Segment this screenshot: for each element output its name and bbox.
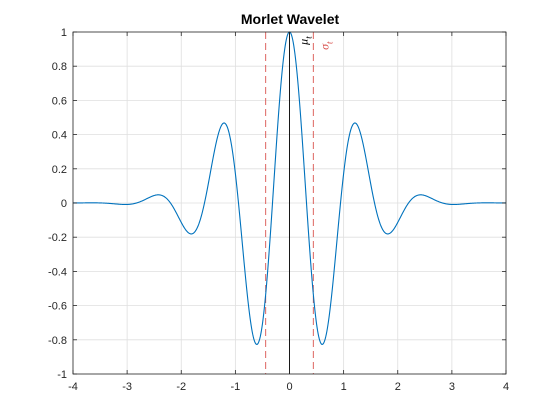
x-tick-label: 4	[503, 381, 509, 393]
annotation-symbol: μ	[296, 39, 310, 46]
x-tick-label: -1	[230, 381, 240, 393]
chart-title: Morlet Wavelet	[241, 11, 340, 27]
y-tick-label: -0.2	[48, 232, 67, 244]
y-tick-label: -1	[57, 369, 67, 381]
y-tick-label: 0.6	[52, 95, 67, 107]
x-tick-label: 1	[341, 381, 347, 393]
mu-t-label: μt	[296, 36, 313, 46]
y-tick-labels: -1 -0.8 -0.6 -0.4 -0.2 0 0.2 0.4 0.6 0.8 1	[48, 27, 67, 381]
x-tick-label: -4	[68, 381, 78, 393]
y-tick-label: 0	[61, 198, 67, 210]
x-tick-label: 3	[449, 381, 455, 393]
ticks	[72, 31, 507, 375]
sigma-t-label: σt	[317, 41, 334, 50]
x-tick-labels: -4 -3 -2 -1 0 1 2 3 4	[68, 381, 509, 393]
annotation-subscript: t	[324, 41, 334, 44]
y-tick-label: -0.8	[48, 335, 67, 347]
annotation-subscript: t	[303, 36, 313, 39]
y-tick-label: 0.2	[52, 164, 67, 176]
y-tick-label: 1	[61, 27, 67, 39]
y-tick-label: -0.6	[48, 301, 67, 313]
y-tick-label: 0.4	[52, 130, 67, 142]
y-tick-label: 0.8	[52, 61, 67, 73]
y-tick-label: -0.4	[48, 266, 67, 278]
x-tick-label: 0	[286, 381, 292, 393]
x-tick-label: 2	[395, 381, 401, 393]
reference-lines	[265, 32, 314, 374]
x-tick-label: -2	[176, 381, 186, 393]
x-tick-label: -3	[122, 381, 132, 393]
annotation-symbol: σ	[317, 43, 331, 50]
